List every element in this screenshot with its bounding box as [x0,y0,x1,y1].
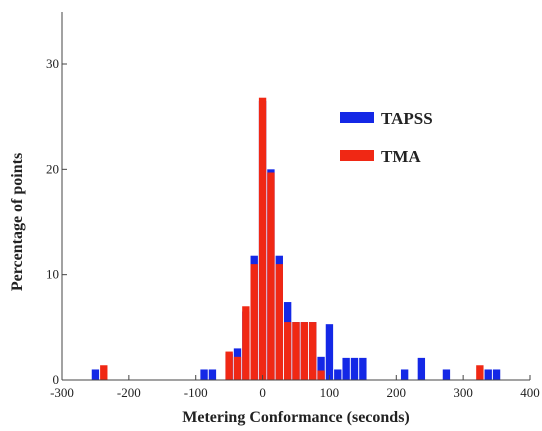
tma-bar [233,356,242,380]
tma-bar [225,351,233,380]
tapss-bar [342,357,350,380]
tapss-bar [91,369,100,380]
tapss-bar [208,369,217,380]
x-tick-label: -200 [117,385,141,400]
tma-bar [317,370,325,380]
tma-bar [258,97,267,381]
tapss-bar [359,357,367,380]
y-tick-label: 30 [46,56,59,71]
legend-swatch-tma [340,150,374,161]
x-axis-label: Metering Conformance (seconds) [182,409,410,426]
x-tick-label: 200 [387,385,407,400]
y-tick-label: 0 [53,372,60,387]
legend: TAPSS TMA [340,109,433,166]
tma-series [100,97,484,381]
tapss-bar [334,369,342,380]
x-tick-label: -100 [184,385,208,400]
legend-label-tapss: TAPSS [381,109,433,128]
y-axis-label: Percentage of points [9,153,26,291]
tapss-bar [317,356,325,380]
tma-bar [267,172,275,380]
legend-swatch-tapss [340,112,374,123]
tma-bar [250,264,258,380]
x-tick-label: 400 [520,385,540,400]
tapss-bar [484,369,492,380]
y-tick-label: 20 [46,161,59,176]
tma-bar [100,365,108,380]
x-tick-label: 0 [259,385,266,400]
x-tick-label: 100 [320,385,340,400]
x-tick-label: -300 [50,385,74,400]
tapss-bar [325,324,334,380]
y-tick-label: 10 [46,267,59,282]
tma-bar [476,365,484,380]
tma-bar [242,306,250,380]
tma-bar [283,322,292,380]
tma-bar [309,322,317,380]
tapss-bar [350,357,359,380]
tma-bar [300,322,309,380]
tapss-bar [417,357,426,380]
tapss-bar [200,369,208,380]
tma-bar [275,264,283,380]
axes [61,12,530,381]
tma-bar [292,322,300,380]
tapss-bar [400,369,409,380]
ticks: -300 -200 -100 0 100 200 300 400 0 10 20 30 [46,56,540,400]
tapss-bar [492,369,501,380]
tapss-bar [442,369,451,380]
x-tick-label: 300 [453,385,473,400]
legend-label-tma: TMA [381,147,421,166]
